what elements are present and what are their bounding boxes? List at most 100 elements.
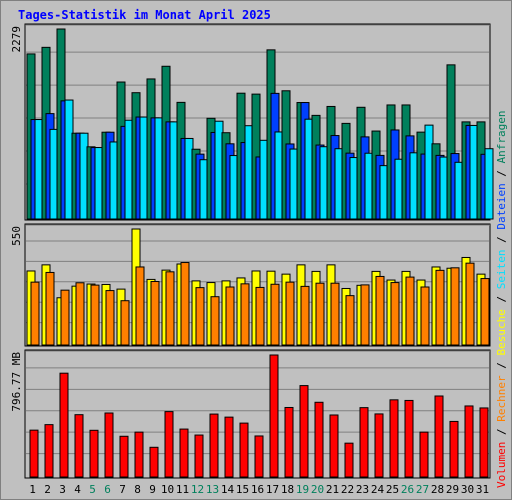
legend-item-5: / [495, 289, 508, 309]
x-label-day-5: 5 [89, 483, 96, 496]
x-label-day-10: 10 [161, 483, 174, 496]
bar-volumen-day-21 [329, 414, 339, 478]
bar-volumen-day-31 [479, 407, 489, 478]
bar-volumen-day-12 [194, 434, 204, 478]
panel-volume: 796.77 MB [10, 349, 491, 479]
bar-rechner-day-28 [435, 269, 445, 346]
y-axis-max-label: 550 [10, 226, 23, 246]
bar-volumen-day-5 [89, 429, 99, 478]
bar-rechner-day-4 [75, 282, 85, 346]
x-label-day-7: 7 [119, 483, 126, 496]
bar-volumen-day-1 [29, 429, 39, 478]
x-label-day-31: 31 [476, 483, 489, 496]
bar-volumen-day-8 [134, 431, 144, 478]
bar-volumen-day-13 [209, 413, 219, 478]
bar-rechner-day-15 [240, 283, 250, 346]
x-label-day-3: 3 [59, 483, 66, 496]
bar-volumen-day-11 [179, 428, 189, 478]
y-axis-max-label: 2279 [10, 26, 23, 53]
x-label-day-1: 1 [29, 483, 36, 496]
x-label-day-23: 23 [356, 483, 369, 496]
legend-item-7: / [495, 230, 508, 250]
bar-volumen-day-4 [74, 414, 84, 478]
x-label-day-13: 13 [206, 483, 219, 496]
bar-rechner-day-30 [465, 262, 475, 346]
bar-rechner-day-14 [225, 286, 235, 346]
bar-volumen-day-14 [224, 416, 234, 478]
x-label-day-21: 21 [326, 483, 339, 496]
bar-rechner-day-26 [405, 276, 415, 346]
chart-title: Tages-Statistik im Monat April 2025 [18, 8, 271, 22]
x-label-day-16: 16 [251, 483, 264, 496]
bar-rechner-day-7 [120, 300, 130, 346]
bar-rechner-day-13 [210, 296, 220, 346]
y-axis-max-label: 796.77 MB [10, 352, 23, 412]
bar-volumen-day-9 [149, 446, 159, 478]
bar-volumen-day-10 [164, 411, 174, 478]
x-label-day-24: 24 [371, 483, 385, 496]
bar-volumen-day-27 [419, 431, 429, 478]
bar-rechner-day-11 [180, 262, 190, 346]
bar-volumen-day-24 [374, 413, 384, 478]
legend-item-1: / [495, 422, 508, 442]
bar-rechner-day-10 [165, 271, 175, 346]
bar-volumen-day-6 [104, 412, 114, 478]
bar-volumen-day-16 [254, 435, 264, 478]
x-label-day-8: 8 [134, 483, 141, 496]
bar-rechner-day-20 [315, 282, 325, 346]
bar-volumen-day-25 [389, 399, 399, 478]
bar-rechner-day-29 [450, 267, 460, 346]
bar-volumen-day-22 [344, 442, 354, 478]
x-label-day-15: 15 [236, 483, 249, 496]
legend-item-2: Rechner [495, 375, 508, 422]
panel-visits: 550 [10, 223, 491, 347]
bar-rechner-day-1 [30, 281, 40, 346]
bar-rechner-day-25 [390, 282, 400, 346]
bar-rechner-day-23 [360, 284, 370, 346]
x-label-day-25: 25 [386, 483, 399, 496]
x-label-day-17: 17 [266, 483, 279, 496]
bar-volumen-day-30 [464, 405, 474, 478]
x-axis-labels: 1 2 3 4 5 6 7 8 9 10 11 12 13 14 15 16 17 18 19 20 21 22 23 24 2… [29, 483, 489, 496]
bar-volumen-day-7 [119, 435, 129, 478]
bar-rechner-day-5 [90, 284, 100, 346]
bar-rechner-day-24 [375, 275, 385, 346]
x-label-day-6: 6 [104, 483, 111, 496]
bar-rechner-day-18 [285, 281, 295, 346]
bar-volumen-day-20 [314, 401, 324, 478]
legend-item-9: / [495, 163, 508, 183]
legend-item-10: Anfragen [495, 110, 508, 163]
bar-rechner-day-3 [60, 289, 70, 346]
bar-volumen-day-19 [299, 385, 309, 478]
bar-rechner-day-17 [270, 283, 280, 346]
legend-item-0: Volumen [495, 442, 508, 488]
bar-volumen-day-23 [359, 407, 369, 478]
bar-seiten-day-31 [484, 148, 494, 220]
bar-volumen-day-28 [434, 395, 444, 478]
x-label-day-4: 4 [74, 483, 81, 496]
x-label-day-18: 18 [281, 483, 294, 496]
x-label-day-12: 12 [191, 483, 204, 496]
x-label-day-19: 19 [296, 483, 309, 496]
legend-item-6: Seiten [495, 250, 508, 290]
x-label-day-22: 22 [341, 483, 354, 496]
x-label-day-27: 27 [416, 483, 429, 496]
bar-volumen-day-15 [239, 422, 249, 478]
legend-item-3: / [495, 356, 508, 376]
side-legend: Volumen / Rechner / Besuche / Seiten / D… [495, 110, 508, 488]
bar-volumen-day-18 [284, 406, 294, 478]
bar-volumen-day-17 [269, 354, 279, 478]
x-label-day-20: 20 [311, 483, 324, 496]
x-label-day-2: 2 [44, 483, 51, 496]
bar-volumen-day-3 [59, 372, 69, 478]
bar-volumen-day-26 [404, 399, 414, 478]
x-label-day-14: 14 [221, 483, 235, 496]
x-label-day-28: 28 [431, 483, 444, 496]
bar-volumen-day-2 [44, 424, 54, 478]
bar-rechner-day-2 [45, 271, 55, 346]
bar-rechner-day-12 [195, 287, 205, 346]
x-label-day-9: 9 [149, 483, 156, 496]
x-label-day-26: 26 [401, 483, 414, 496]
